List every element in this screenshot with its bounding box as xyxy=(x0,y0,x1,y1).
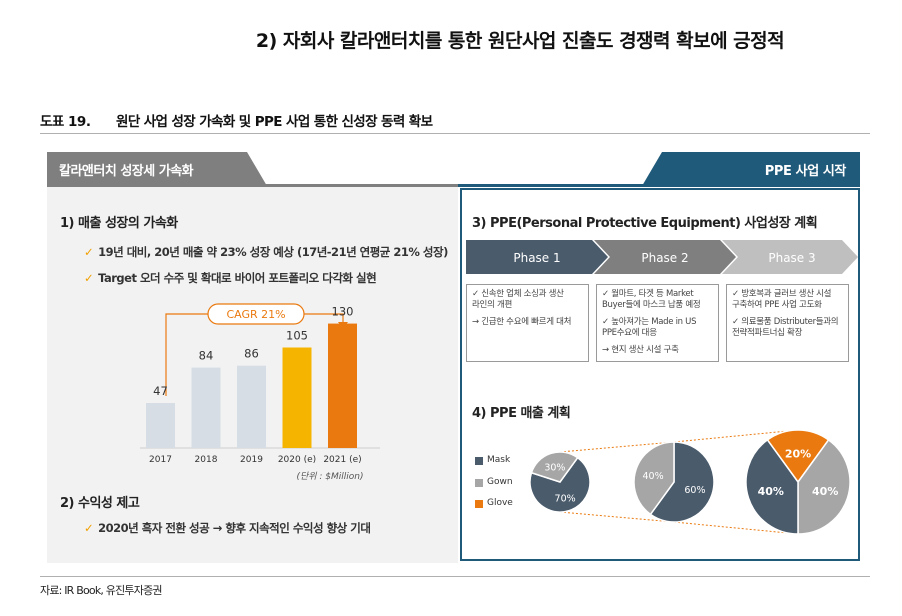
check-icon: ✓ xyxy=(84,245,94,259)
legend-swatch-mask xyxy=(475,457,483,465)
phase1-line: ✓ 신속한 업체 소싱과 생산 xyxy=(472,289,564,299)
legend-label-mask: Mask xyxy=(487,455,511,465)
check-icon: ✓ xyxy=(84,521,94,535)
phase1-arrow xyxy=(466,240,608,274)
pie-connector xyxy=(559,441,675,453)
pie-slice-label: 20% xyxy=(785,447,811,460)
bar xyxy=(237,365,266,448)
pie-slice xyxy=(649,441,715,523)
figure-divider xyxy=(40,133,870,134)
bar-category-label: 2017 xyxy=(149,455,172,465)
figure-title: 원단 사업 성장 가속화 및 PPE 사업 통한 신성장 동력 확보 xyxy=(116,114,433,130)
section1-title: 1) 매출 성장의 가속화 xyxy=(60,216,178,231)
phase2-line: PPE수요에 대응 xyxy=(602,328,657,338)
pie-slice-label: 40% xyxy=(643,471,664,482)
bar-value-label: 105 xyxy=(286,329,308,343)
ppe-pie-charts: 70% 30% 60% 40% 20% 40% 40% xyxy=(529,429,851,535)
bar xyxy=(328,323,357,448)
cagr-badge xyxy=(207,303,305,325)
right-panel-tab: PPE 사업 시작 xyxy=(642,152,860,186)
pie-slice xyxy=(766,429,830,484)
section4-title: 4) PPE 매출 계획 xyxy=(472,406,571,421)
bullet-text: Target 오더 수주 및 확대로 바이어 포트폴리오 다각화 실현 xyxy=(98,271,377,285)
bar-category-label: 2020 (e) xyxy=(278,455,316,465)
left-panel-tab: 칼라앤터치 성장세 가속화 xyxy=(47,152,267,186)
left-panel-bar xyxy=(47,184,458,187)
phase2-line: → 현지 생산 시설 구축 xyxy=(602,345,679,355)
pie-slice xyxy=(797,438,851,535)
figure-number: 도표 19. xyxy=(40,114,91,130)
right-panel-bar xyxy=(458,184,860,187)
cagr-label: CAGR 21% xyxy=(226,308,285,321)
pie-slice xyxy=(745,438,799,535)
phase2-line: Buyer들에 마스크 납품 예정 xyxy=(602,300,701,310)
phase3-line: 전략적파트너십 확장 xyxy=(732,328,803,338)
phase3-label: Phase 3 xyxy=(768,251,815,265)
legend-label-glove: Glove xyxy=(487,498,513,508)
bar-value-label: 130 xyxy=(332,305,354,319)
phase3-line: 구축하여 PPE 사업 고도화 xyxy=(732,300,822,310)
pie-connector xyxy=(673,429,799,443)
phase3-box: ✓ 방호복과 글러브 생산 시설 구축하여 PPE 사업 고도화 ✓ 의료물품 … xyxy=(726,284,849,362)
bullet-text: 19년 대비, 20년 매출 약 23% 성장 예상 (17년-21년 연평균 … xyxy=(98,245,448,259)
bar-value-label: 47 xyxy=(153,384,168,398)
phase2-line: ✓ 높아져가는 Made in US xyxy=(602,317,697,327)
pie-slice-label: 40% xyxy=(758,485,784,498)
phase1-line: 라인의 개편 xyxy=(472,300,513,310)
bar xyxy=(282,347,312,448)
bar xyxy=(146,403,175,448)
pie-slice xyxy=(529,456,591,513)
source-divider xyxy=(40,576,870,577)
figure-caption: 도표 19. 원단 사업 성장 가속화 및 PPE 사업 통한 신성장 동력 확… xyxy=(40,110,870,132)
bar-value-label: 86 xyxy=(244,347,259,361)
phase2-arrow xyxy=(594,240,736,274)
right-panel-tab-label: PPE 사업 시작 xyxy=(764,164,847,179)
pie-slice-label: 60% xyxy=(684,485,705,496)
source-note: 자료: IR Book, 유진투자증권 xyxy=(40,584,163,597)
legend-label-gown: Gown xyxy=(487,477,513,487)
pie-slice-label: 40% xyxy=(812,485,838,498)
phase2-line: ✓ 월마트, 타겟 등 Market xyxy=(602,289,694,299)
page-headline: 2) 자회사 칼라앤터치를 통한 원단사업 진출도 경쟁력 확보에 긍정적 xyxy=(255,30,785,52)
pie-slice-label: 70% xyxy=(555,494,576,505)
phase2-label: Phase 2 xyxy=(641,251,688,265)
check-icon: ✓ xyxy=(84,271,94,285)
unit-label: (단위 : $Million) xyxy=(296,471,363,482)
pie-connector xyxy=(673,521,799,535)
sales-bar-chart: CAGR 21% 47 2017 84 2018 86 2019 105 2020 (e) 13… xyxy=(140,303,380,482)
phase3-line: ✓ 방호복과 글러브 생산 시설 xyxy=(732,289,832,299)
section2-title: 2) 수익성 제고 xyxy=(60,496,140,511)
pie-slice xyxy=(633,441,675,516)
left-panel-tab-label: 칼라앤터치 성장세 가속화 xyxy=(59,164,194,179)
phase1-box: ✓ 신속한 업체 소싱과 생산 라인의 개편 → 긴급한 수요에 빠르게 대처 xyxy=(466,284,589,362)
bullet-portfolio: ✓ Target 오더 수주 및 확대로 바이어 포트폴리오 다각화 실현 xyxy=(84,270,377,286)
phase1-line: → 긴급한 수요에 빠르게 대처 xyxy=(472,317,572,327)
phase3-arrow xyxy=(722,240,858,274)
pie-slice-label: 30% xyxy=(544,462,565,473)
legend-swatch-glove xyxy=(475,500,483,508)
pie-connector xyxy=(559,511,675,523)
bullet-profitability: ✓ 2020년 흑자 전환 성공 → 향후 지속적인 수익성 향상 기대 xyxy=(84,520,371,536)
bullet-text: 2020년 흑자 전환 성공 → 향후 지속적인 수익성 향상 기대 xyxy=(98,521,371,535)
phase-arrows: Phase 1 Phase 2 Phase 3 xyxy=(466,240,858,274)
phase1-label: Phase 1 xyxy=(513,251,560,265)
bar xyxy=(191,367,221,448)
phase3-line: ✓ 의료물품 Distributer들과의 xyxy=(732,317,839,327)
phase2-box: ✓ 월마트, 타겟 등 Market Buyer들에 마스크 납품 예정 ✓ 높… xyxy=(596,284,719,362)
bar-category-label: 2019 xyxy=(240,455,263,465)
bar-value-label: 84 xyxy=(199,349,214,363)
bar-category-label: 2018 xyxy=(195,455,218,465)
bar-category-label: 2021 (e) xyxy=(323,455,361,465)
bullet-sales-growth: ✓ 19년 대비, 20년 매출 약 23% 성장 예상 (17년-21년 연평균… xyxy=(84,244,448,260)
legend-swatch-gown xyxy=(475,479,483,487)
section3-title: 3) PPE(Personal Protective Equipment) 사업… xyxy=(472,216,818,231)
pie-slice xyxy=(530,451,579,483)
